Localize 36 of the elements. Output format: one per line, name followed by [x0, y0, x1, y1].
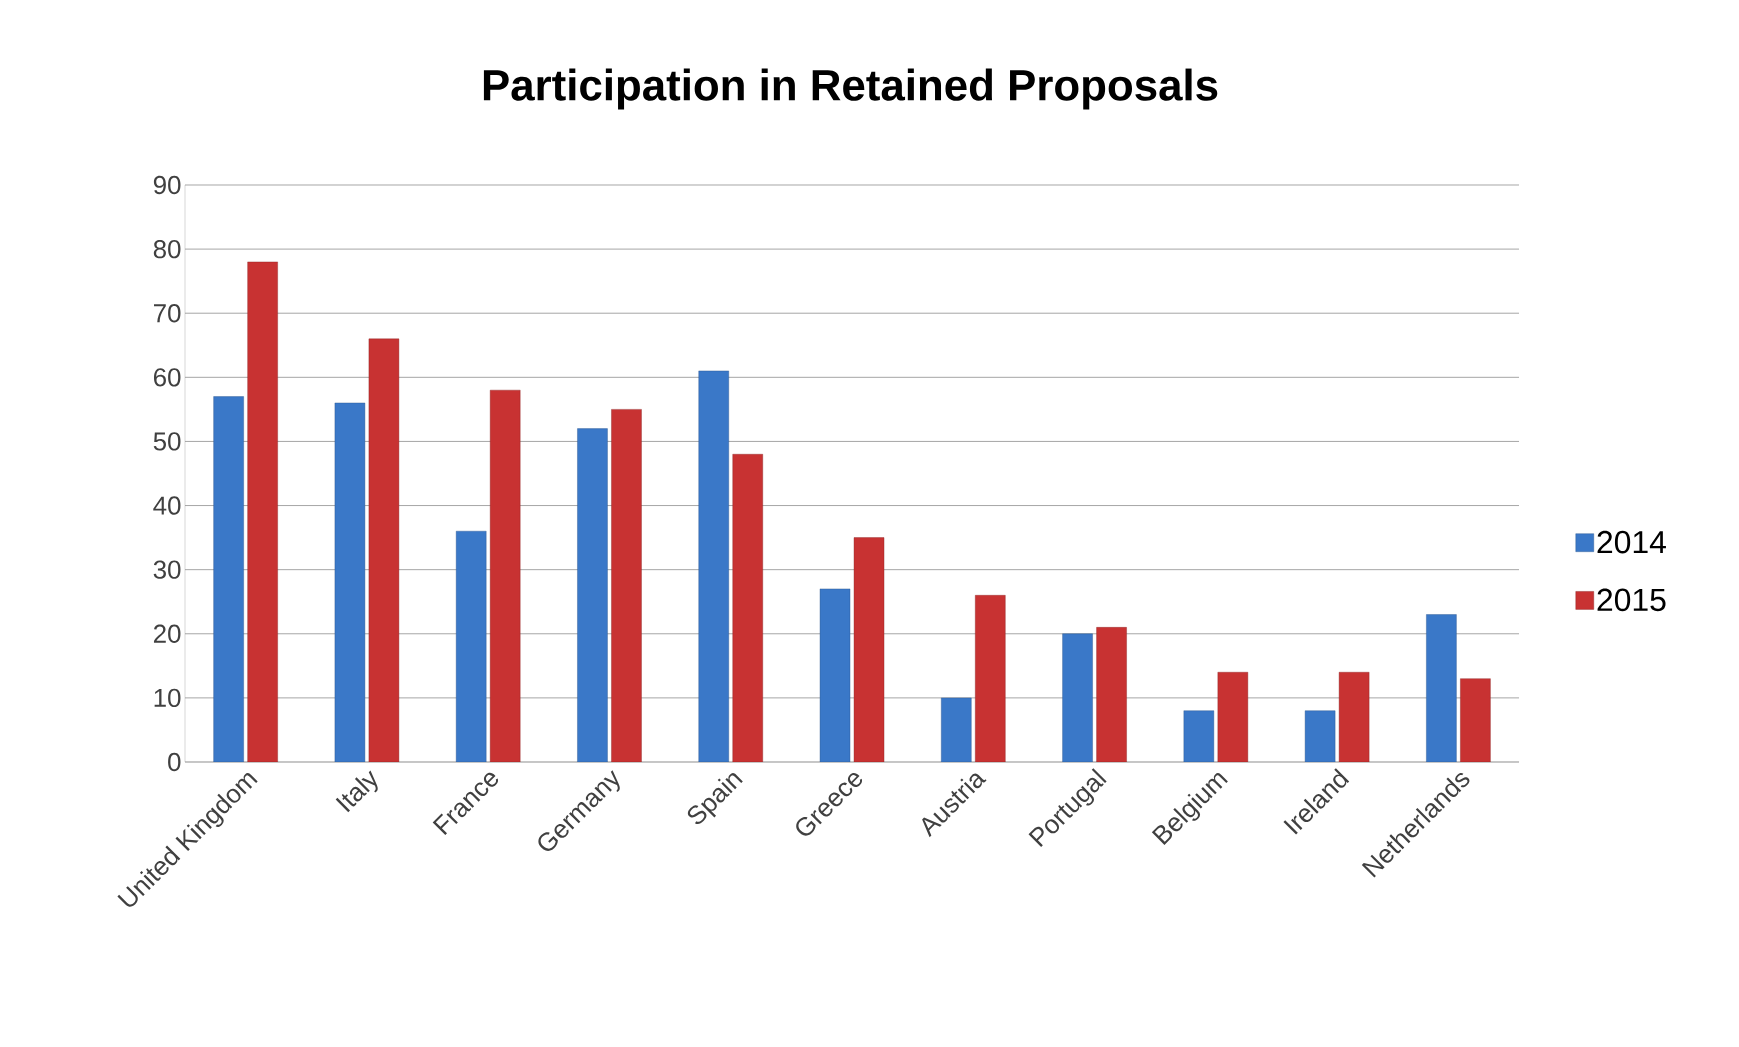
- bar: [455, 530, 487, 762]
- bar: [489, 389, 521, 762]
- y-tick-label: 0: [168, 752, 181, 772]
- bar: [1183, 710, 1215, 762]
- bar: [1062, 633, 1093, 762]
- y-tick-label: 20: [153, 624, 181, 643]
- x-tick-label: Italy: [335, 770, 378, 813]
- bar: [1096, 627, 1127, 762]
- bar: [1338, 672, 1370, 762]
- bar: [1217, 672, 1249, 762]
- bar: [698, 370, 729, 762]
- bar: [213, 396, 244, 762]
- bar: [975, 595, 1006, 762]
- y-tick-label: 30: [153, 560, 181, 579]
- y-tick-label: 80: [153, 239, 181, 259]
- y-tick-label: 90: [153, 175, 181, 195]
- bar: [1426, 614, 1457, 762]
- bar: [1304, 710, 1336, 762]
- bar: [368, 338, 400, 762]
- y-tick-label: 10: [154, 688, 181, 708]
- bar: [247, 261, 278, 762]
- legend-label: 2014: [1597, 530, 1666, 554]
- bar: [853, 537, 885, 762]
- bar: [334, 402, 366, 762]
- bar: [732, 454, 763, 762]
- y-tick-label: 40: [153, 496, 181, 515]
- legend-label: 2015: [1597, 588, 1666, 612]
- bar: [819, 588, 851, 762]
- bar: [577, 428, 608, 762]
- chart-title: Participation in Retained Proposals: [483, 68, 1218, 110]
- bar: [1460, 678, 1491, 762]
- bar: [941, 697, 972, 762]
- y-tick-label: 60: [153, 368, 181, 387]
- y-tick-label: 70: [154, 304, 181, 323]
- y-tick-label: 50: [153, 432, 181, 451]
- bar: [611, 409, 642, 762]
